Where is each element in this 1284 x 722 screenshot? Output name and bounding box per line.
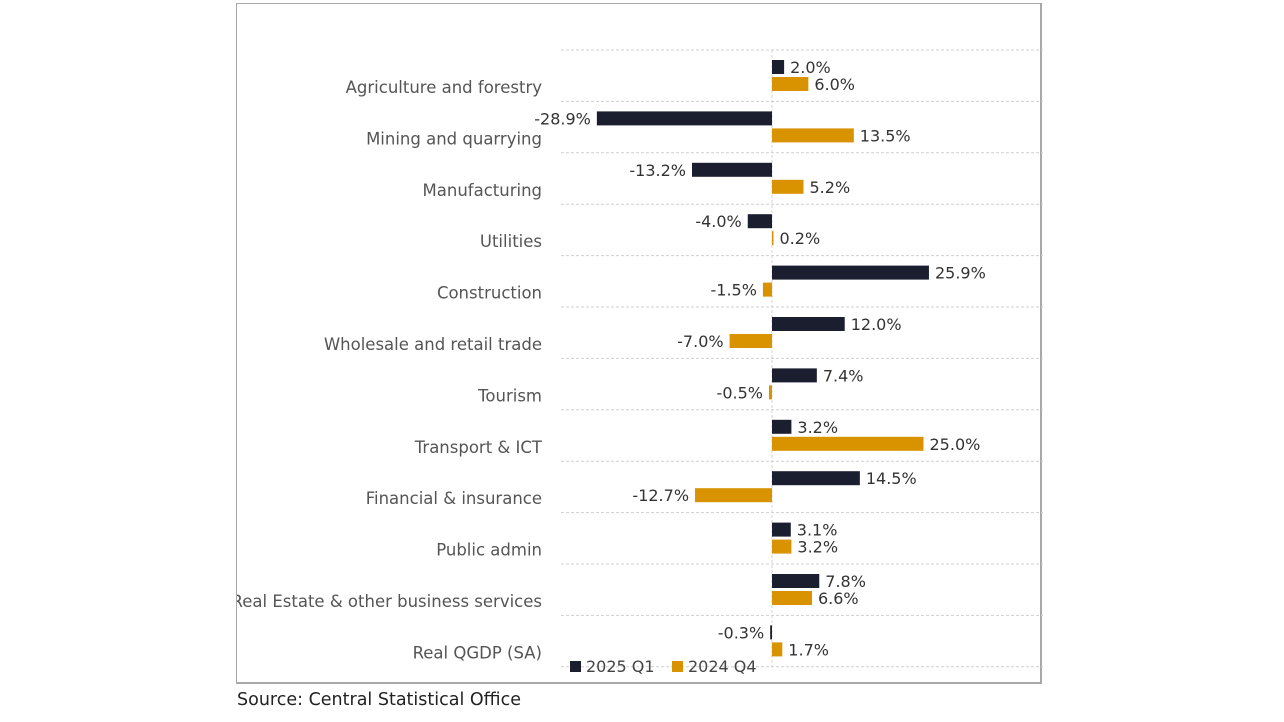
bar-2024-q4-utilities bbox=[772, 231, 774, 246]
value-label-2024-q4-financial-insurance: -12.7% bbox=[632, 486, 689, 505]
bar-2025-q1-public-admin bbox=[772, 522, 791, 537]
category-label-manufacturing: Manufacturing bbox=[423, 181, 542, 200]
bar-2024-q4-real-qgdp-sa bbox=[772, 642, 783, 657]
bar-2025-q1-utilities bbox=[747, 214, 772, 229]
bar-2024-q4-real-estate-other-business-services bbox=[772, 591, 812, 605]
bar-2025-q1-construction bbox=[772, 265, 929, 280]
value-label-2024-q4-manufacturing: 5.2% bbox=[810, 178, 851, 197]
bars bbox=[596, 60, 929, 657]
value-label-2024-q4-utilities: 0.2% bbox=[780, 229, 821, 248]
category-label-tourism: Tourism bbox=[477, 386, 542, 405]
bar-2025-q1-manufacturing bbox=[692, 162, 772, 177]
bar-2025-q1-agriculture-and-forestry bbox=[772, 60, 785, 74]
gridlines bbox=[561, 49, 1043, 668]
value-label-2025-q1-mining-and-quarrying: -28.9% bbox=[534, 109, 591, 128]
legend-label-2024-q4: 2024 Q4 bbox=[688, 657, 757, 676]
category-label-wholesale-and-retail-trade: Wholesale and retail trade bbox=[324, 335, 542, 354]
value-label-2025-q1-financial-insurance: 14.5% bbox=[866, 469, 917, 488]
value-label-2025-q1-public-admin: 3.1% bbox=[797, 521, 838, 540]
category-label-construction: Construction bbox=[437, 284, 542, 303]
bar-2025-q1-wholesale-and-retail-trade bbox=[772, 317, 845, 331]
value-label-2025-q1-transport-ict: 3.2% bbox=[797, 418, 838, 437]
legend-label-2025-q1: 2025 Q1 bbox=[586, 657, 655, 676]
category-label-real-qgdp-sa: Real QGDP (SA) bbox=[413, 643, 542, 662]
legend: 2025 Q1 2024 Q4 bbox=[570, 657, 757, 676]
value-label-2024-q4-agriculture-and-forestry: 6.0% bbox=[814, 75, 855, 94]
value-label-2025-q1-manufacturing: -13.2% bbox=[629, 161, 686, 180]
category-label-real-estate-other-business-services: Real Estate & other business services bbox=[237, 592, 542, 611]
bar-2024-q4-financial-insurance bbox=[695, 488, 772, 503]
value-labels: 2.0%6.0% -28.9% 13.5% -13.2% 5.2% -4.0% 0.2% 25… bbox=[534, 58, 986, 659]
value-label-2024-q4-real-qgdp-sa: 1.7% bbox=[788, 640, 829, 659]
value-label-2024-q4-mining-and-quarrying: 13.5% bbox=[860, 126, 911, 145]
bar-2024-q4-construction bbox=[762, 282, 772, 297]
bar-2024-q4-public-admin bbox=[772, 539, 792, 554]
category-label-utilities: Utilities bbox=[480, 232, 542, 251]
value-label-2025-q1-agriculture-and-forestry: 2.0% bbox=[790, 58, 831, 77]
bar-2024-q4-transport-ict bbox=[772, 436, 924, 451]
bar-2025-q1-tourism bbox=[772, 368, 817, 383]
legend-swatch-2024-q4 bbox=[672, 661, 683, 672]
source-note: Source: Central Statistical Office bbox=[237, 690, 521, 710]
bar-2024-q4-tourism bbox=[768, 385, 772, 400]
legend-swatch-2025-q1 bbox=[570, 661, 581, 672]
bar-2025-q1-transport-ict bbox=[772, 419, 792, 434]
category-label-transport-ict: Transport & ICT bbox=[414, 438, 543, 457]
value-label-2024-q4-wholesale-and-retail-trade: -7.0% bbox=[677, 332, 723, 351]
bar-2025-q1-real-estate-other-business-services bbox=[772, 574, 820, 588]
value-label-2024-q4-tourism: -0.5% bbox=[717, 383, 763, 402]
value-label-2025-q1-wholesale-and-retail-trade: 12.0% bbox=[851, 315, 902, 334]
bar-2024-q4-wholesale-and-retail-trade bbox=[729, 334, 772, 348]
value-label-2024-q4-transport-ict: 25.0% bbox=[930, 435, 981, 454]
bar-2024-q4-manufacturing bbox=[772, 179, 804, 194]
bar-2024-q4-mining-and-quarrying bbox=[772, 128, 854, 143]
chart-frame: Agriculture and forestry Mining and quarr… bbox=[236, 3, 1043, 684]
value-label-2025-q1-real-qgdp-sa: -0.3% bbox=[718, 623, 764, 642]
value-label-2024-q4-real-estate-other-business-services: 6.6% bbox=[818, 589, 859, 608]
bar-2024-q4-agriculture-and-forestry bbox=[772, 77, 809, 91]
value-label-2024-q4-construction: -1.5% bbox=[710, 281, 756, 300]
category-label-financial-insurance: Financial & insurance bbox=[366, 489, 542, 508]
value-label-2025-q1-tourism: 7.4% bbox=[823, 366, 864, 385]
value-label-2025-q1-real-estate-other-business-services: 7.8% bbox=[825, 572, 866, 591]
value-label-2025-q1-utilities: -4.0% bbox=[695, 212, 741, 231]
value-label-2024-q4-public-admin: 3.2% bbox=[797, 538, 838, 557]
value-label-2025-q1-construction: 25.9% bbox=[935, 264, 986, 283]
category-label-mining-and-quarrying: Mining and quarrying bbox=[366, 129, 542, 148]
category-labels: Agriculture and forestry Mining and quarr… bbox=[237, 78, 543, 662]
bar-chart: Agriculture and forestry Mining and quarr… bbox=[237, 49, 1043, 676]
bar-2025-q1-real-qgdp-sa bbox=[770, 625, 772, 640]
bar-2025-q1-financial-insurance bbox=[772, 471, 860, 486]
category-label-agriculture-and-forestry: Agriculture and forestry bbox=[346, 78, 543, 97]
bar-2025-q1-mining-and-quarrying bbox=[596, 111, 772, 126]
category-label-public-admin: Public admin bbox=[436, 541, 542, 560]
